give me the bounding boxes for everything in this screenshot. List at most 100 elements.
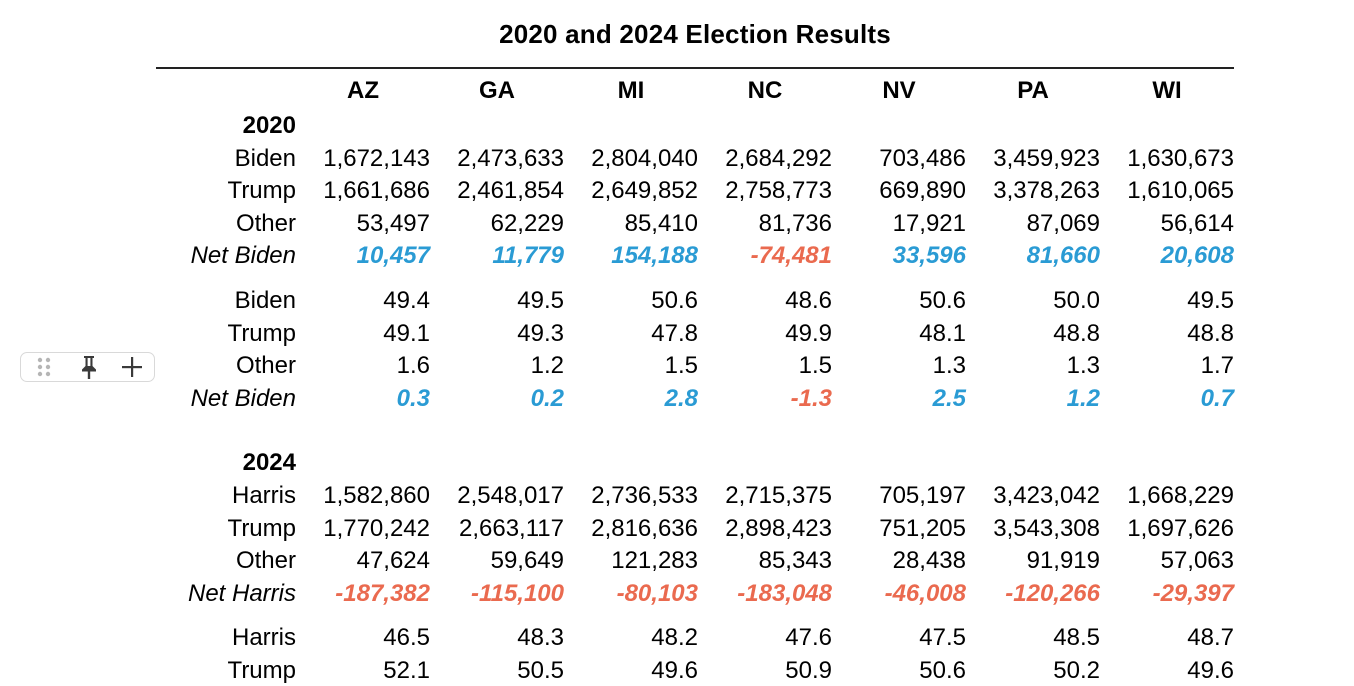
row-label: Biden [234, 287, 296, 314]
row-label: Trump [227, 514, 296, 542]
column-header-pa: PA [1017, 77, 1049, 104]
net-value-cell: -29,397 [1152, 579, 1234, 607]
table-cell: 57,063 [1160, 547, 1234, 575]
column-header-mi: MI [617, 77, 645, 104]
net-row-label: Net Biden [190, 242, 296, 270]
table-cell: 49.6 [1187, 657, 1234, 684]
table-cell: 1.3 [932, 352, 966, 380]
table-cell: 87,069 [1026, 209, 1100, 237]
net-value-cell: -183,048 [737, 579, 832, 607]
row-label: Biden [234, 144, 296, 172]
table-cell: 85,410 [624, 209, 698, 237]
section-year: 2020 [242, 112, 296, 139]
pin-icon[interactable] [75, 353, 103, 381]
table-cell: 1.7 [1200, 352, 1234, 380]
net-value-cell: 0.3 [396, 384, 430, 412]
table-cell: 3,423,042 [993, 482, 1100, 509]
table-cell: 48.5 [1053, 624, 1100, 652]
table-cell: 52.1 [383, 657, 430, 684]
table-cell: 703,486 [879, 144, 966, 172]
table-cell: 1,610,065 [1127, 177, 1234, 205]
table-cell: 48.1 [919, 319, 966, 347]
net-value-cell: 10,457 [356, 242, 430, 270]
table-cell: 2,649,852 [591, 177, 698, 205]
row-label: Other [235, 209, 296, 237]
table-cell: 2,816,636 [591, 514, 698, 542]
table-cell: 28,438 [892, 547, 966, 575]
table-cell: 85,343 [758, 547, 832, 575]
table-cell: 2,715,375 [725, 482, 832, 509]
table-cell: 50.0 [1053, 287, 1100, 314]
table-cell: 48.8 [1053, 319, 1100, 347]
column-header-nc: NC [747, 77, 783, 104]
net-value-cell: -1.3 [790, 384, 832, 412]
table-cell: 3,378,263 [993, 177, 1100, 205]
plus-icon[interactable] [119, 353, 145, 381]
table-cell: 17,921 [892, 209, 966, 237]
table-cell: 50.6 [651, 287, 698, 314]
table-cell: 1,630,673 [1127, 144, 1234, 172]
row-label: Trump [227, 319, 296, 347]
net-value-cell: -115,100 [471, 579, 564, 607]
row-label: Trump [227, 657, 296, 684]
table-cell: 56,614 [1160, 209, 1234, 237]
net-row-label: Net Harris [187, 579, 296, 607]
table-cell: 2,736,533 [591, 482, 698, 509]
table-cell: 1,668,229 [1127, 482, 1234, 509]
net-value-cell: -46,008 [884, 579, 966, 607]
table-cell: 48.7 [1187, 624, 1234, 652]
net-value-cell: 2.5 [932, 384, 966, 412]
table-title: 2020 and 2024 Election Results [499, 19, 891, 49]
table-cell: 705,197 [879, 482, 966, 509]
net-value-cell: -74,481 [750, 242, 832, 270]
table-cell: 1.6 [396, 352, 430, 380]
table-cell: 2,548,017 [457, 482, 564, 509]
table-cell: 46.5 [383, 624, 430, 652]
table-cell: 59,649 [490, 547, 564, 575]
table-cell: 669,890 [879, 177, 966, 205]
table-cell: 48.6 [785, 287, 832, 314]
table-cell: 1.2 [530, 352, 564, 380]
table-cell: 1,672,143 [323, 144, 430, 172]
net-value-cell: 1.2 [1066, 384, 1100, 412]
table-cell: 1.5 [664, 352, 698, 380]
table-cell: 1,770,242 [323, 514, 430, 542]
net-value-cell: 11,779 [492, 242, 564, 270]
table-cell: 50.6 [919, 287, 966, 314]
table-cell: 1,661,686 [323, 177, 430, 205]
column-header-nv: NV [882, 77, 916, 104]
table-cell: 121,283 [611, 547, 698, 575]
block-toolbar [20, 352, 155, 382]
table-cell: 48.8 [1187, 319, 1234, 347]
row-label: Other [235, 547, 296, 575]
table-cell: 2,804,040 [591, 144, 698, 172]
row-label: Trump [227, 177, 296, 205]
table-cell: 62,229 [490, 209, 564, 237]
drag-handle-icon[interactable] [33, 353, 55, 381]
table-cell: 3,459,923 [993, 144, 1100, 172]
table-cell: 2,898,423 [725, 514, 832, 542]
net-value-cell: 154,188 [611, 242, 698, 270]
column-header-wi: WI [1152, 77, 1182, 104]
row-label: Harris [232, 482, 296, 509]
table-cell: 2,473,633 [457, 144, 564, 172]
net-value-cell: -120,266 [1005, 579, 1100, 607]
table-cell: 47.5 [919, 624, 966, 652]
table-cell: 1,582,860 [323, 482, 430, 509]
net-value-cell: 2.8 [664, 384, 698, 412]
table-cell: 2,684,292 [725, 144, 832, 172]
table-cell: 49.5 [517, 287, 564, 314]
table-cell: 50.9 [785, 657, 832, 684]
net-value-cell: 0.7 [1200, 384, 1234, 412]
table-cell: 50.5 [517, 657, 564, 684]
net-value-cell: 33,596 [892, 242, 966, 270]
table-cell: 81,736 [758, 209, 832, 237]
table-cell: 2,461,854 [457, 177, 564, 205]
column-header-ga: GA [479, 77, 515, 104]
table-cell: 49.6 [651, 657, 698, 684]
table-cell: 50.6 [919, 657, 966, 684]
table-cell: 47.8 [651, 319, 698, 347]
table-cell: 751,205 [879, 514, 966, 542]
title-divider [156, 67, 1234, 69]
